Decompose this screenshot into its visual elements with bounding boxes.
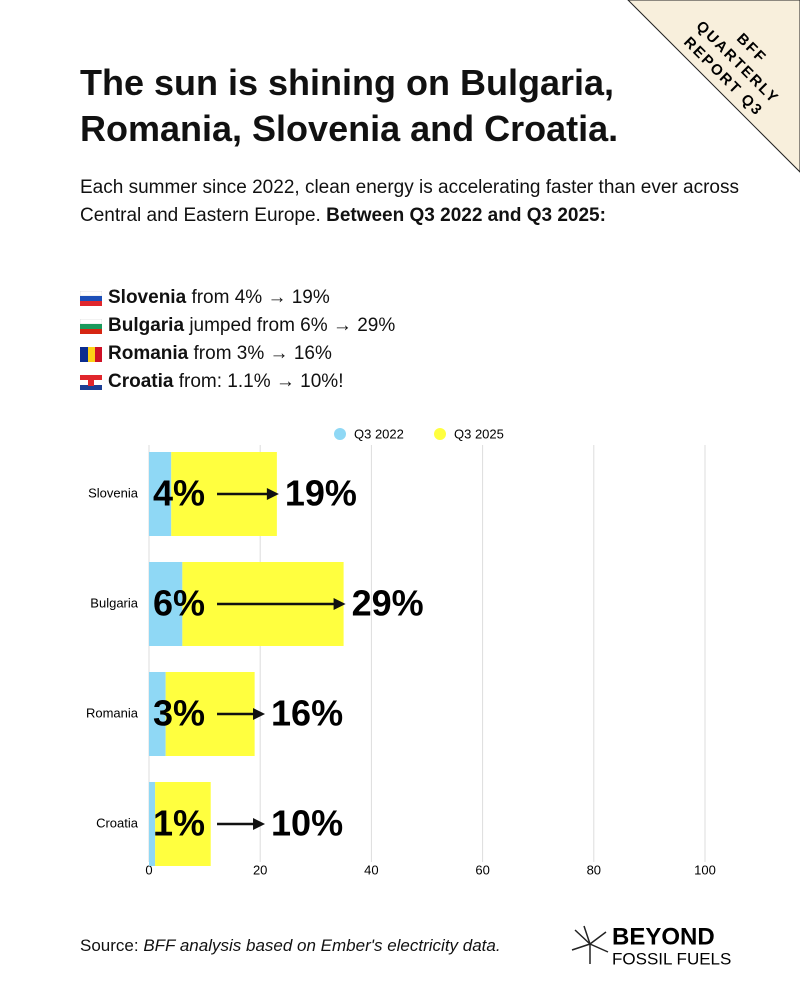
value-label: 19% <box>285 473 357 514</box>
y-tick-label: Bulgaria <box>90 595 138 610</box>
intro: Each summer since 2022, clean energy is … <box>80 174 740 230</box>
x-tick-label: 40 <box>364 862 378 877</box>
arrow-head <box>266 488 279 500</box>
x-tick-label: 60 <box>475 862 489 877</box>
highlight: Slovenia from 4% → 19% <box>80 284 395 312</box>
legend-label: Q3 2022 <box>354 426 404 441</box>
legend-swatch <box>334 428 346 440</box>
highlight: Bulgaria jumped from 6% → 29% <box>80 312 395 340</box>
country: Croatia <box>108 371 174 392</box>
value-label: 1% <box>153 803 205 844</box>
value-label: 3% <box>153 693 205 734</box>
value-label: 4% <box>153 473 205 514</box>
corner-ribbon <box>627 0 800 173</box>
logo-icon <box>571 925 609 964</box>
y-tick-label: Croatia <box>96 815 139 830</box>
y-tick-label: Slovenia <box>88 485 139 500</box>
country: Romania <box>108 343 189 364</box>
x-tick-label: 20 <box>253 862 267 877</box>
arrow-head <box>253 818 266 830</box>
arrow-head <box>333 598 346 610</box>
logo-text: FOSSIL FUELS <box>612 949 731 968</box>
source-text: BFF analysis based on Ember's electricit… <box>143 936 501 955</box>
legend-swatch <box>434 428 446 440</box>
source-label: Source: <box>80 936 139 955</box>
intro-bold: Between Q3 2022 and Q3 2025: <box>326 205 606 226</box>
x-tick-label: 0 <box>145 862 152 877</box>
x-tick-label: 80 <box>587 862 601 877</box>
highlight-text: jumped from 6% → 29% <box>189 315 396 336</box>
flag <box>80 318 102 334</box>
value-label: 29% <box>352 583 424 624</box>
highlight: Romania from 3% → 16% <box>80 340 395 368</box>
country: Bulgaria <box>108 315 185 336</box>
flag <box>80 290 102 306</box>
highlight-text: from: 1.1% → 10%! <box>178 371 344 392</box>
bar <box>149 452 172 536</box>
bar <box>149 562 183 646</box>
country: Slovenia <box>108 287 187 308</box>
bar <box>155 782 211 866</box>
highlight: Croatia from: 1.1% → 10%! <box>80 368 395 396</box>
flag <box>80 374 102 390</box>
bar <box>149 672 166 756</box>
value-label: 10% <box>271 803 343 844</box>
source: Source: BFF analysis based on Ember's el… <box>80 936 501 956</box>
value-label: 6% <box>153 583 205 624</box>
legend-label: Q3 2025 <box>454 426 504 441</box>
x-tick-label: 100 <box>694 862 716 877</box>
highlights: Slovenia from 4% → 19% Bulgaria jumped f… <box>80 284 395 396</box>
value-label: 16% <box>271 693 343 734</box>
bar <box>149 782 156 866</box>
logo-text: BEYOND <box>612 923 715 950</box>
title: The sun is shining on Bulgaria, Romania,… <box>80 62 619 149</box>
arrow-head <box>253 708 266 720</box>
intro-text: Each summer since 2022, clean energy is … <box>80 177 739 226</box>
flag <box>80 346 102 362</box>
highlight-text: from 3% → 16% <box>193 343 332 364</box>
highlight-text: from 4% → 19% <box>191 287 330 308</box>
y-tick-label: Romania <box>86 705 139 720</box>
